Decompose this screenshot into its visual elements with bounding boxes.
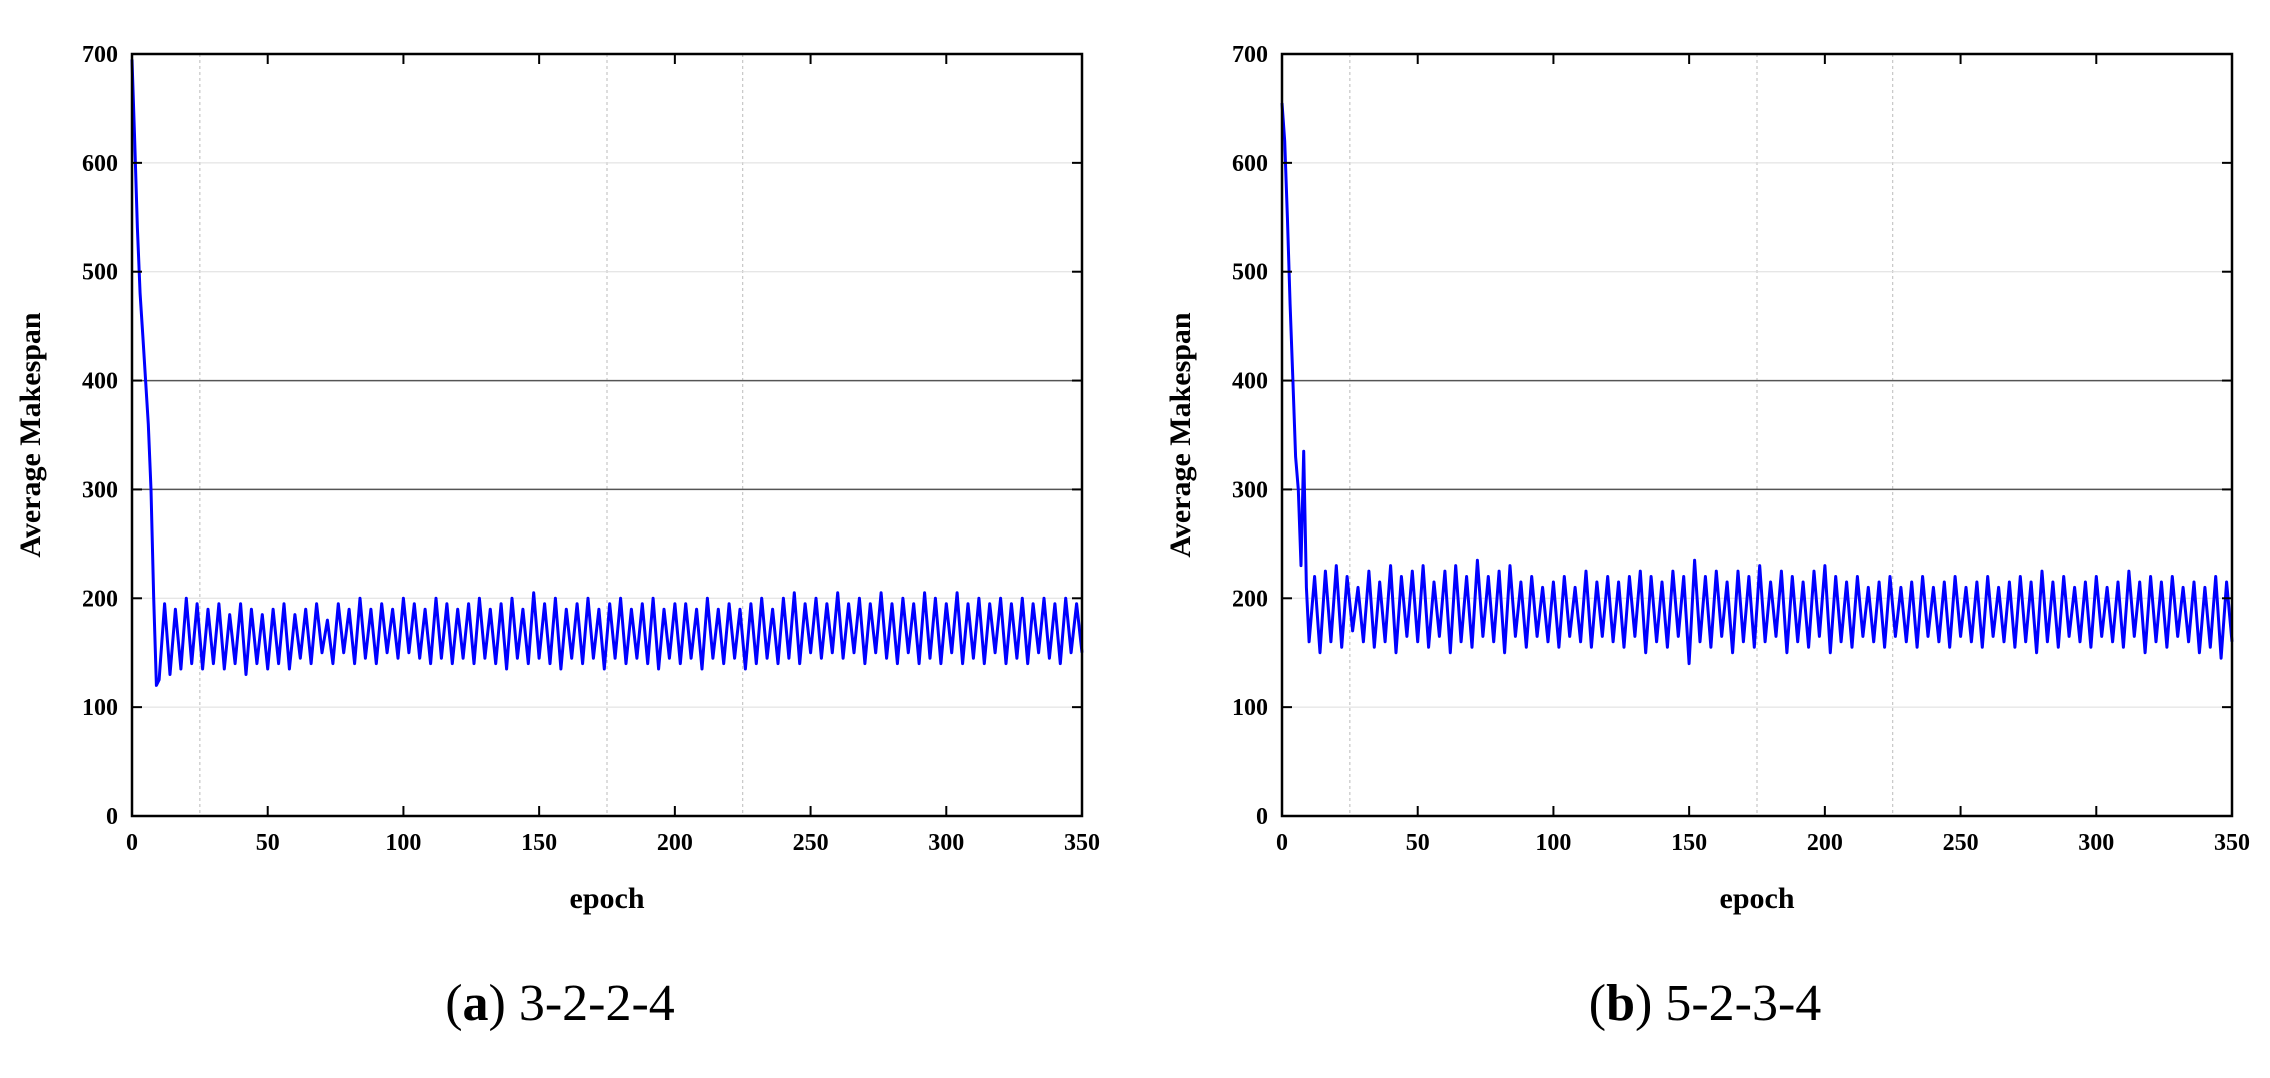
x-tick-label-b: 300: [2078, 830, 2114, 856]
caption-a-letter: a: [463, 975, 489, 1032]
series-line-a: [130, 59, 1084, 687]
y-tick-label-a: 600: [82, 151, 118, 177]
y-tick-label-b: 300: [1232, 477, 1268, 503]
x-tick-label-a: 350: [1064, 830, 1100, 856]
x-tick-label-a: 150: [521, 830, 557, 856]
x-tick-label-b: 100: [1535, 830, 1571, 856]
plot-frame-a: [130, 52, 1084, 818]
x-tick-label-a: 250: [793, 830, 829, 856]
x-tick-label-b: 0: [1276, 830, 1288, 856]
x-axis-title-b: epoch: [1720, 882, 1795, 915]
y-tick-label-a: 700: [82, 42, 118, 68]
y-tick-label-b: 500: [1232, 260, 1268, 286]
x-tick-label-a: 300: [928, 830, 964, 856]
y-tick-label-b: 600: [1232, 151, 1268, 177]
x-tick-label-a: 100: [385, 830, 421, 856]
x-tick-label-a: 0: [126, 830, 138, 856]
y-tick-label-a: 100: [82, 695, 118, 721]
y-tick-label-b: 400: [1232, 369, 1268, 395]
x-tick-label-b: 200: [1807, 830, 1843, 856]
y-tick-label-b: 0: [1256, 804, 1268, 830]
series-line-b: [1280, 102, 2234, 666]
y-tick-label-a: 500: [82, 260, 118, 286]
y-tick-label-b: 200: [1232, 586, 1268, 612]
y-tick-label-a: 300: [82, 477, 118, 503]
caption-a: (a) 3-2-2-4: [445, 975, 675, 1032]
x-axis-title-a: epoch: [570, 882, 645, 915]
chart-panel-a: 0 50 100 150 200 250 300 350 0 100 200 300 400 500 600…: [14, 42, 1100, 915]
x-tick-label-b: 250: [1943, 830, 1979, 856]
plot-frame-b: [1280, 52, 2234, 818]
x-tick-label-b: 350: [2214, 830, 2250, 856]
caption-b: (b) 5-2-3-4: [1589, 975, 1822, 1032]
y-tick-label-b: 100: [1232, 695, 1268, 721]
caption-a-text: 3-2-2-4: [519, 975, 675, 1032]
y-axis-title-a: Average Makespan: [14, 312, 47, 558]
y-tick-label-b: 700: [1232, 42, 1268, 68]
y-axis-title-b: Average Makespan: [1164, 312, 1197, 558]
y-tick-label-a: 0: [106, 804, 118, 830]
x-tick-label-b: 50: [1406, 830, 1430, 856]
y-tick-label-a: 200: [82, 586, 118, 612]
caption-b-letter: b: [1606, 975, 1635, 1032]
chart-panel-b: 0 50 100 150 200 250 300 350 0 100 200 300 400 500 600…: [1164, 42, 2250, 915]
y-tick-label-a: 400: [82, 369, 118, 395]
x-tick-label-a: 50: [256, 830, 280, 856]
x-tick-label-b: 150: [1671, 830, 1707, 856]
caption-b-text: 5-2-3-4: [1665, 975, 1821, 1032]
x-tick-label-a: 200: [657, 830, 693, 856]
